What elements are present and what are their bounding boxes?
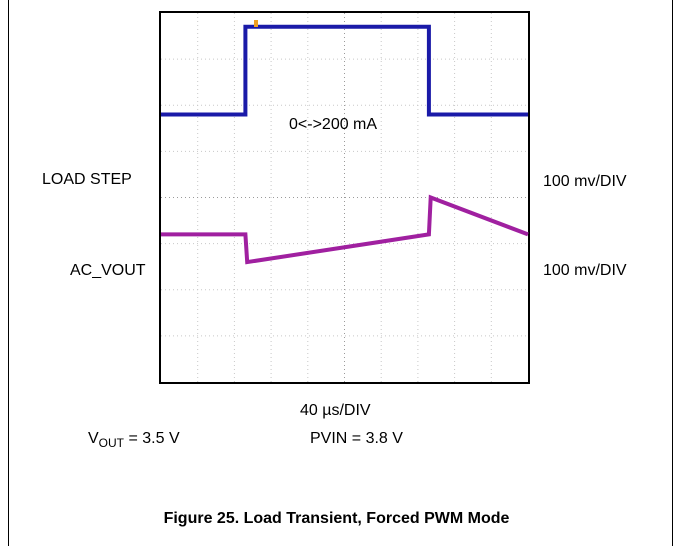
load-step-annotation: 0<->200 mA [289,116,378,133]
pvin-condition: PVIN = 3.8 V [310,430,403,447]
ac-vout-trace [161,194,529,265]
oscilloscope-plot [159,11,530,384]
scope-svg [159,11,530,384]
figure-caption: Figure 25. Load Transient, Forced PWM Mo… [163,510,510,527]
vout-condition: VOUT = 3.5 V [88,430,180,450]
trigger-marker [254,20,258,27]
vout-value: = 3.5 V [124,430,180,447]
load-step-trace [161,24,528,117]
vout-symbol: V [88,430,99,447]
load-step-label: LOAD STEP [42,171,132,188]
grid [161,13,528,382]
load-step-scale-label: 100 mv/DIV [543,173,627,190]
traces [161,24,529,265]
timebase-label: 40 µs/DIV [300,402,371,419]
ac-vout-scale-label: 100 mv/DIV [543,262,627,279]
vout-subscript: OUT [98,436,125,450]
ac-vout-label: AC_VOUT [70,262,146,279]
